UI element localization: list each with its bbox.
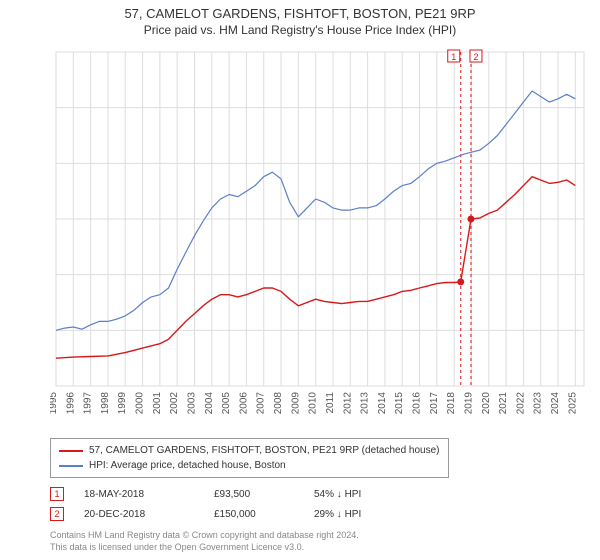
svg-text:2010: 2010 <box>308 392 319 415</box>
svg-text:2016: 2016 <box>412 392 423 415</box>
svg-text:2009: 2009 <box>290 392 301 415</box>
event-marker-1: 1 <box>50 487 64 501</box>
event-table: 1 18-MAY-2018 £93,500 54% ↓ HPI 2 20-DEC… <box>50 484 434 524</box>
svg-text:1997: 1997 <box>83 392 94 415</box>
svg-text:2014: 2014 <box>377 392 388 415</box>
svg-text:2019: 2019 <box>463 392 474 415</box>
legend-swatch-red <box>59 450 83 452</box>
svg-text:2023: 2023 <box>533 392 544 415</box>
svg-text:2008: 2008 <box>273 392 284 415</box>
legend-row: 57, CAMELOT GARDENS, FISHTOFT, BOSTON, P… <box>59 443 440 458</box>
event-price: £150,000 <box>214 509 314 520</box>
svg-text:2011: 2011 <box>325 392 336 414</box>
event-row: 1 18-MAY-2018 £93,500 54% ↓ HPI <box>50 484 434 504</box>
svg-text:2000: 2000 <box>135 392 146 415</box>
svg-text:2002: 2002 <box>169 392 180 415</box>
svg-text:2025: 2025 <box>567 392 578 415</box>
svg-text:2: 2 <box>473 52 478 62</box>
footer-line2: This data is licensed under the Open Gov… <box>50 542 359 554</box>
event-delta: 29% ↓ HPI <box>314 509 434 520</box>
event-date: 20-DEC-2018 <box>84 509 214 520</box>
svg-text:2022: 2022 <box>515 392 526 415</box>
chart-area: £0£50K£100K£150K£200K£250K£300K199519961… <box>50 46 590 416</box>
svg-text:2001: 2001 <box>152 392 163 415</box>
event-marker-2: 2 <box>50 507 64 521</box>
legend-row: HPI: Average price, detached house, Bost… <box>59 458 440 473</box>
svg-text:2017: 2017 <box>429 392 440 415</box>
legend-swatch-blue <box>59 465 83 467</box>
svg-text:2020: 2020 <box>481 392 492 415</box>
event-date: 18-MAY-2018 <box>84 489 214 500</box>
svg-text:2004: 2004 <box>204 392 215 415</box>
event-delta: 54% ↓ HPI <box>314 489 434 500</box>
svg-text:1995: 1995 <box>50 392 59 415</box>
svg-text:2006: 2006 <box>238 392 249 415</box>
svg-text:2021: 2021 <box>498 392 509 415</box>
svg-text:2012: 2012 <box>342 392 353 415</box>
svg-text:1996: 1996 <box>65 392 76 415</box>
title-sub: Price paid vs. HM Land Registry's House … <box>0 23 600 37</box>
svg-text:1: 1 <box>451 52 456 62</box>
footer: Contains HM Land Registry data © Crown c… <box>50 530 359 553</box>
svg-text:1998: 1998 <box>100 392 111 415</box>
chart-svg: £0£50K£100K£150K£200K£250K£300K199519961… <box>50 46 590 416</box>
event-price: £93,500 <box>214 489 314 500</box>
svg-text:1999: 1999 <box>117 392 128 415</box>
legend-label: HPI: Average price, detached house, Bost… <box>89 458 286 473</box>
chart-container: 57, CAMELOT GARDENS, FISHTOFT, BOSTON, P… <box>0 0 600 560</box>
titles: 57, CAMELOT GARDENS, FISHTOFT, BOSTON, P… <box>0 0 600 37</box>
title-main: 57, CAMELOT GARDENS, FISHTOFT, BOSTON, P… <box>0 6 600 21</box>
svg-text:2024: 2024 <box>550 392 561 415</box>
svg-text:2005: 2005 <box>221 392 232 415</box>
svg-text:2018: 2018 <box>446 392 457 415</box>
svg-text:2003: 2003 <box>186 392 197 415</box>
svg-text:2015: 2015 <box>394 392 405 415</box>
legend-box: 57, CAMELOT GARDENS, FISHTOFT, BOSTON, P… <box>50 438 449 478</box>
svg-text:2013: 2013 <box>360 392 371 415</box>
svg-text:2007: 2007 <box>256 392 267 415</box>
event-row: 2 20-DEC-2018 £150,000 29% ↓ HPI <box>50 504 434 524</box>
footer-line1: Contains HM Land Registry data © Crown c… <box>50 530 359 542</box>
legend-label: 57, CAMELOT GARDENS, FISHTOFT, BOSTON, P… <box>89 443 440 458</box>
